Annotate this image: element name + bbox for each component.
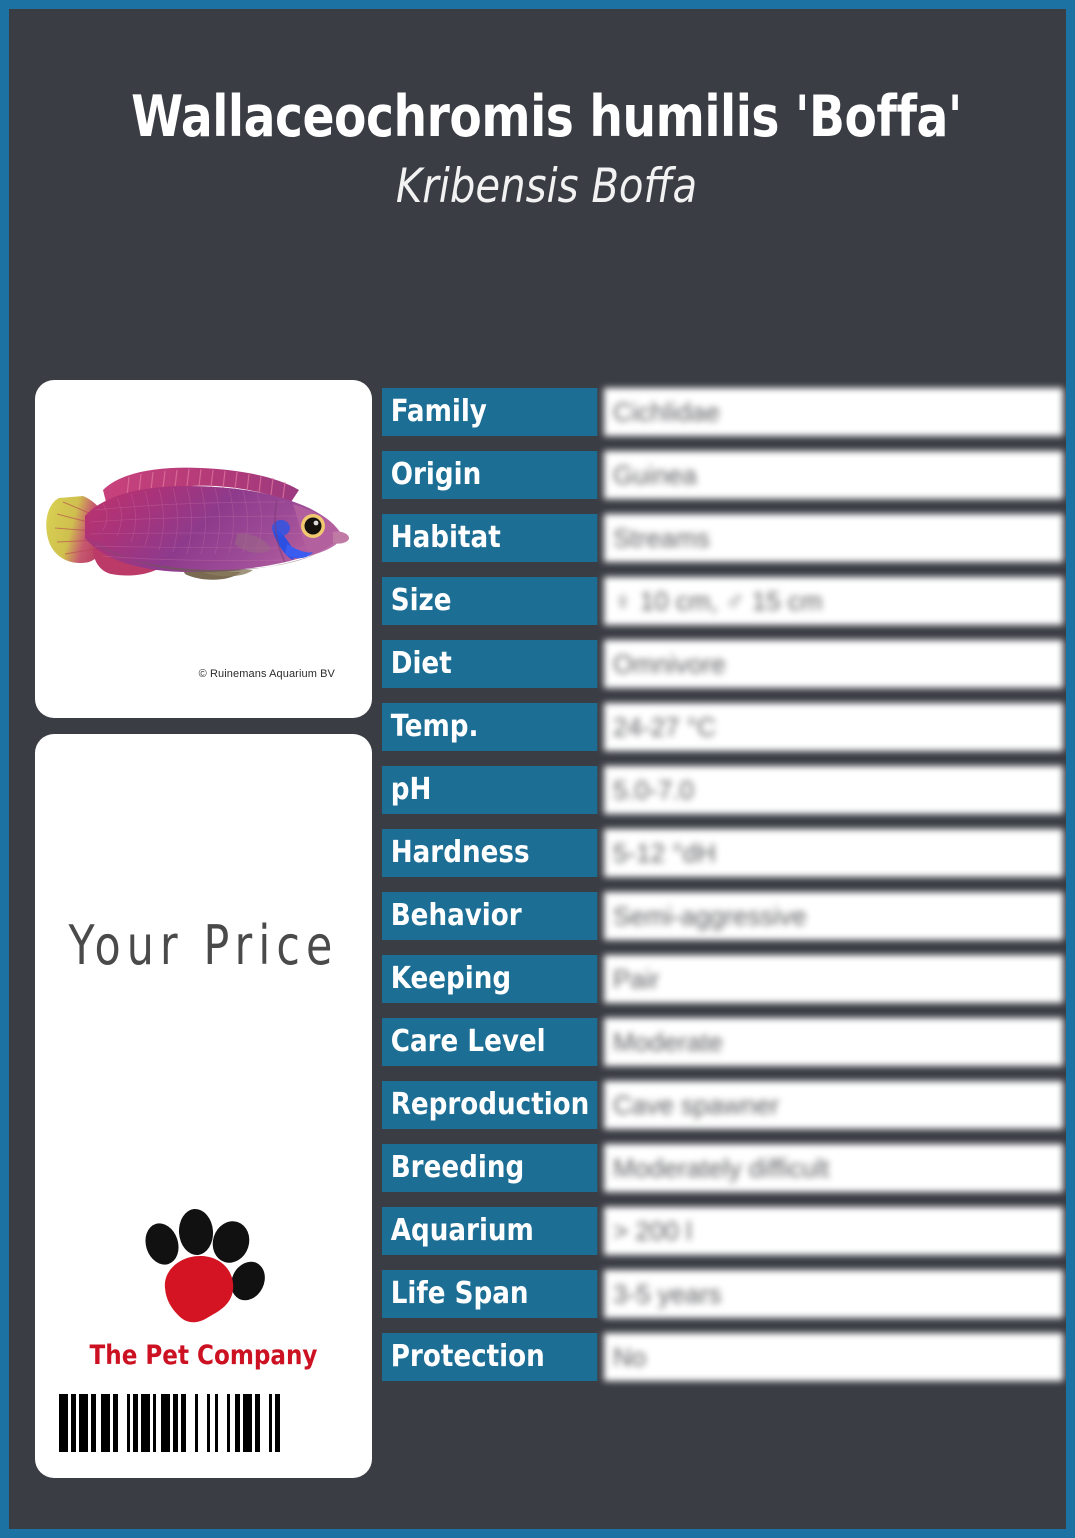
spec-label: Life Span — [382, 1270, 598, 1318]
barcode-bar — [71, 1394, 76, 1452]
barcode-bar — [133, 1394, 138, 1452]
spec-row: Keeping Pair — [382, 955, 1063, 1003]
spec-row: Habitat Streams — [382, 514, 1063, 562]
your-price-label: Your Price — [68, 914, 339, 977]
spec-label: Habitat — [382, 514, 598, 562]
spec-label: Behavior — [382, 892, 598, 940]
spec-label: Protection — [382, 1333, 598, 1381]
spec-value: Pair — [604, 955, 1063, 1003]
spec-row: Hardness 5-12 °dH — [382, 829, 1063, 877]
spec-value: 3-5 years — [604, 1270, 1063, 1318]
spec-row: Temp. 24-27 °C — [382, 703, 1063, 751]
species-title: Wallaceochromis humilis 'Boffa' — [131, 84, 962, 150]
barcode-bar — [141, 1394, 150, 1452]
barcode-bar — [235, 1394, 240, 1452]
spec-value: 5-12 °dH — [604, 829, 1063, 877]
spec-value: Streams — [604, 514, 1063, 562]
barcode-bar — [227, 1394, 230, 1452]
spec-value: ♀ 10 cm, ♂ 15 cm — [604, 577, 1063, 625]
fish-photo: © Ruinemans Aquarium BV RA — [35, 380, 372, 718]
paw-icon — [144, 1209, 265, 1323]
barcode-bar — [255, 1394, 260, 1452]
brand-block: The Pet Company — [35, 1208, 372, 1371]
spec-row: Care Level Moderate — [382, 1018, 1063, 1066]
fish-illustration — [46, 467, 349, 580]
spec-label: Diet — [382, 640, 598, 688]
brand-name: The Pet Company — [89, 1340, 318, 1371]
spec-row: Life Span 3-5 years — [382, 1270, 1063, 1318]
barcode-bar — [118, 1394, 127, 1452]
barcode-bar — [195, 1394, 198, 1452]
poster-header: Wallaceochromis humilis 'Boffa' Kribensi… — [9, 9, 1066, 214]
spec-label: Size — [382, 577, 598, 625]
spec-value: Omnivore — [604, 640, 1063, 688]
spec-value: Moderate — [604, 1018, 1063, 1066]
barcode-bar — [127, 1394, 130, 1452]
spec-value: > 200 l — [604, 1207, 1063, 1255]
barcode-bar — [181, 1394, 186, 1452]
barcode-bar — [173, 1394, 178, 1452]
barcode-bar — [79, 1394, 88, 1452]
barcode-bar — [59, 1394, 68, 1452]
barcode-bar — [153, 1394, 156, 1452]
spec-value: Guinea — [604, 451, 1063, 499]
spec-row: Protection No — [382, 1333, 1063, 1381]
barcode-bar — [113, 1394, 118, 1452]
spec-label: Origin — [382, 451, 598, 499]
photo-copyright: © Ruinemans Aquarium BV — [198, 668, 335, 680]
barcode-bar — [186, 1394, 195, 1452]
barcode-bar — [198, 1394, 207, 1452]
spec-row: Diet Omnivore — [382, 640, 1063, 688]
spec-label: Family — [382, 388, 598, 436]
barcode-bar — [280, 1394, 289, 1452]
spec-label: Care Level — [382, 1018, 598, 1066]
spec-table: Family Cichlidae Origin Guinea Habitat Stream… — [382, 388, 1063, 1396]
barcode-bar — [269, 1394, 272, 1452]
barcode-bar — [275, 1394, 280, 1452]
barcode-bar — [215, 1394, 218, 1452]
barcode-bar — [161, 1394, 170, 1452]
spec-label: Aquarium — [382, 1207, 598, 1255]
barcode — [59, 1394, 349, 1452]
spec-row: Breeding Moderately difficult — [382, 1144, 1063, 1192]
spec-row: Origin Guinea — [382, 451, 1063, 499]
spec-label: Temp. — [382, 703, 598, 751]
spec-label: Hardness — [382, 829, 598, 877]
barcode-bar — [243, 1394, 252, 1452]
barcode-bar — [218, 1394, 227, 1452]
fish-photo-card: © Ruinemans Aquarium BV RA — [35, 380, 372, 718]
spec-value: Semi-aggressive — [604, 892, 1063, 940]
spec-label: Reproduction — [382, 1081, 598, 1129]
price-card: Your Price The Pet Company — [35, 734, 372, 1478]
spec-value: Cichlidae — [604, 388, 1063, 436]
spec-row: pH 5.0-7.0 — [382, 766, 1063, 814]
barcode-bar — [91, 1394, 96, 1452]
spec-value: 5.0-7.0 — [604, 766, 1063, 814]
species-common-name: Kribensis Boffa — [395, 159, 698, 214]
spec-row: Size ♀ 10 cm, ♂ 15 cm — [382, 577, 1063, 625]
spec-label: Keeping — [382, 955, 598, 1003]
spec-row: Reproduction Cave spawner — [382, 1081, 1063, 1129]
barcode-bar — [207, 1394, 210, 1452]
spec-value: Cave spawner — [604, 1081, 1063, 1129]
spec-value: Moderately difficult — [604, 1144, 1063, 1192]
barcode-bar — [101, 1394, 110, 1452]
barcode-bar — [260, 1394, 269, 1452]
spec-value: 24-27 °C — [604, 703, 1063, 751]
spec-row: Aquarium > 200 l — [382, 1207, 1063, 1255]
spec-row: Family Cichlidae — [382, 388, 1063, 436]
spec-value: No — [604, 1333, 1063, 1381]
spec-label: pH — [382, 766, 598, 814]
spec-row: Behavior Semi-aggressive — [382, 892, 1063, 940]
spec-label: Breeding — [382, 1144, 598, 1192]
